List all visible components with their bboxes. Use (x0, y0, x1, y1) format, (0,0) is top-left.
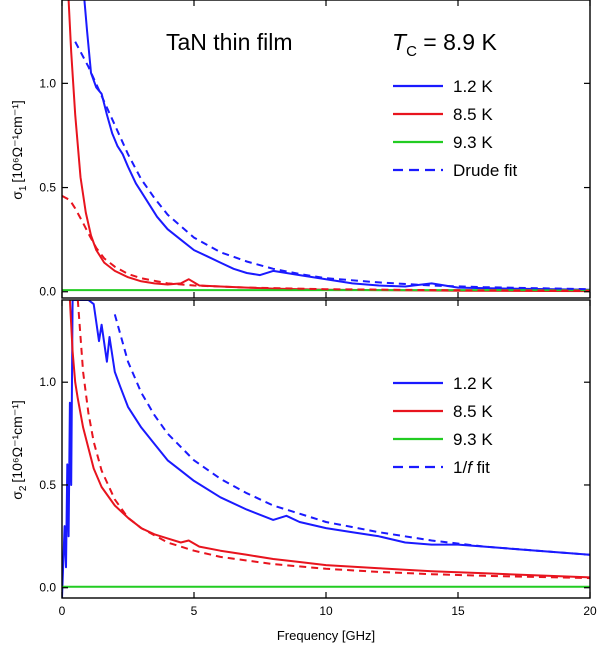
legend-label: 1.2 K (453, 77, 493, 96)
y-tick-label: 0.5 (39, 181, 56, 195)
sigma2-legend: 1.2 K 8.5 K 9.3 K 1/f fit (393, 374, 493, 477)
sigma1-y-axis-label: σ1[10⁶Ω⁻¹cm⁻¹] (9, 100, 29, 200)
y-tick-label: 0.0 (39, 285, 56, 299)
sigma2-plot-frame (61, 299, 591, 599)
series-top-drude-fit-3 (74, 41, 590, 291)
y-tick-label: 0.0 (39, 581, 56, 595)
sigma2-y-axis-label: σ2[10⁶Ω⁻¹cm⁻¹] (9, 400, 29, 500)
x-tick-label: 15 (451, 604, 465, 618)
sigma1-x-ticks (61, 0, 591, 298)
x-axis-label: Frequency [GHz] (277, 628, 375, 643)
series-top-8-5-k-1 (67, 0, 590, 293)
tc-annotation: TC = 8.9 K (392, 29, 497, 60)
legend-label: 8.5 K (453, 402, 493, 421)
panel-sigma2: 0.0 0.5 1.0 0 5 10 15 20 σ2[10⁶Ω⁻¹cm⁻¹] Freque… (9, 299, 597, 643)
legend-label: 1.2 K (453, 374, 493, 393)
sigma1-legend: 1.2 K 8.5 K 9.3 K Drude fit (393, 77, 518, 180)
sigma1-plot-frame (61, 0, 591, 299)
sigma1-series (62, 0, 590, 293)
x-tick-label: 10 (319, 604, 333, 618)
y-tick-label: 1.0 (39, 375, 56, 389)
legend-label: 9.3 K (453, 430, 493, 449)
sigma2-x-ticks: 0 5 10 15 20 (59, 300, 597, 618)
legend-label: 9.3 K (453, 133, 493, 152)
panel-sigma1: 0.0 0.5 1.0 σ1[10⁶Ω⁻¹cm⁻¹] TaN thin film T… (9, 0, 591, 299)
sample-title: TaN thin film (166, 29, 293, 55)
x-tick-label: 0 (59, 604, 66, 618)
legend-label: 8.5 K (453, 105, 493, 124)
y-tick-label: 1.0 (39, 76, 56, 90)
x-tick-label: 20 (583, 604, 597, 618)
series-bottom-8-5-k-1 (68, 300, 590, 579)
sigma2-y-ticks: 0.0 0.5 1.0 (39, 375, 590, 595)
series-bottom-1-f-fit-3 (113, 314, 590, 556)
sigma1-y-ticks: 0.0 0.5 1.0 (39, 76, 590, 299)
x-tick-label: 5 (191, 604, 198, 618)
series-bottom-1-2-k-0 (62, 300, 590, 598)
series-bottom-fit-4-4 (76, 300, 590, 580)
legend-label: 1/f fit (453, 458, 490, 477)
legend-label: Drude fit (453, 161, 518, 180)
series-top-1-2-k-0 (83, 0, 590, 291)
y-tick-label: 0.5 (39, 478, 56, 492)
sigma2-series (62, 300, 590, 598)
series-top-fit-4-4 (62, 195, 590, 292)
